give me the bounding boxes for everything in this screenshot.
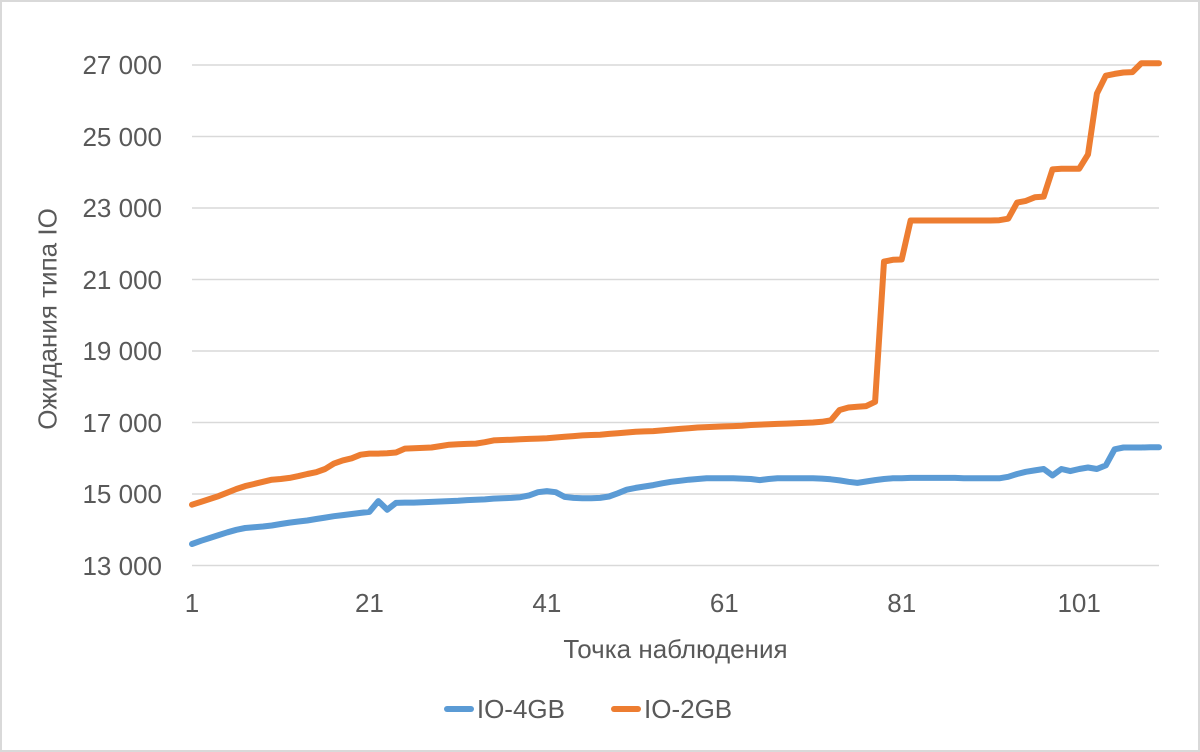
legend-label-io-4gb: IO-4GB <box>476 693 565 724</box>
legend-item-io-4gb[interactable]: IO-4GB <box>443 693 565 725</box>
legend-swatch-io-4gb-icon <box>443 706 474 712</box>
series-line-io-2gb[interactable] <box>189 60 1162 508</box>
series-line-io-4gb[interactable] <box>189 444 1162 547</box>
legend-item-io-2gb[interactable]: IO-2GB <box>611 694 732 725</box>
y-axis-title: Ожидания типа IO <box>32 208 63 430</box>
legend-label-io-2gb: IO-2GB <box>644 693 733 724</box>
legend-swatch-io-2gb-icon <box>611 706 641 712</box>
legend: IO-4GB IO-2GB <box>2 692 1198 726</box>
x-axis-title: Точка наблюдения <box>563 634 788 664</box>
